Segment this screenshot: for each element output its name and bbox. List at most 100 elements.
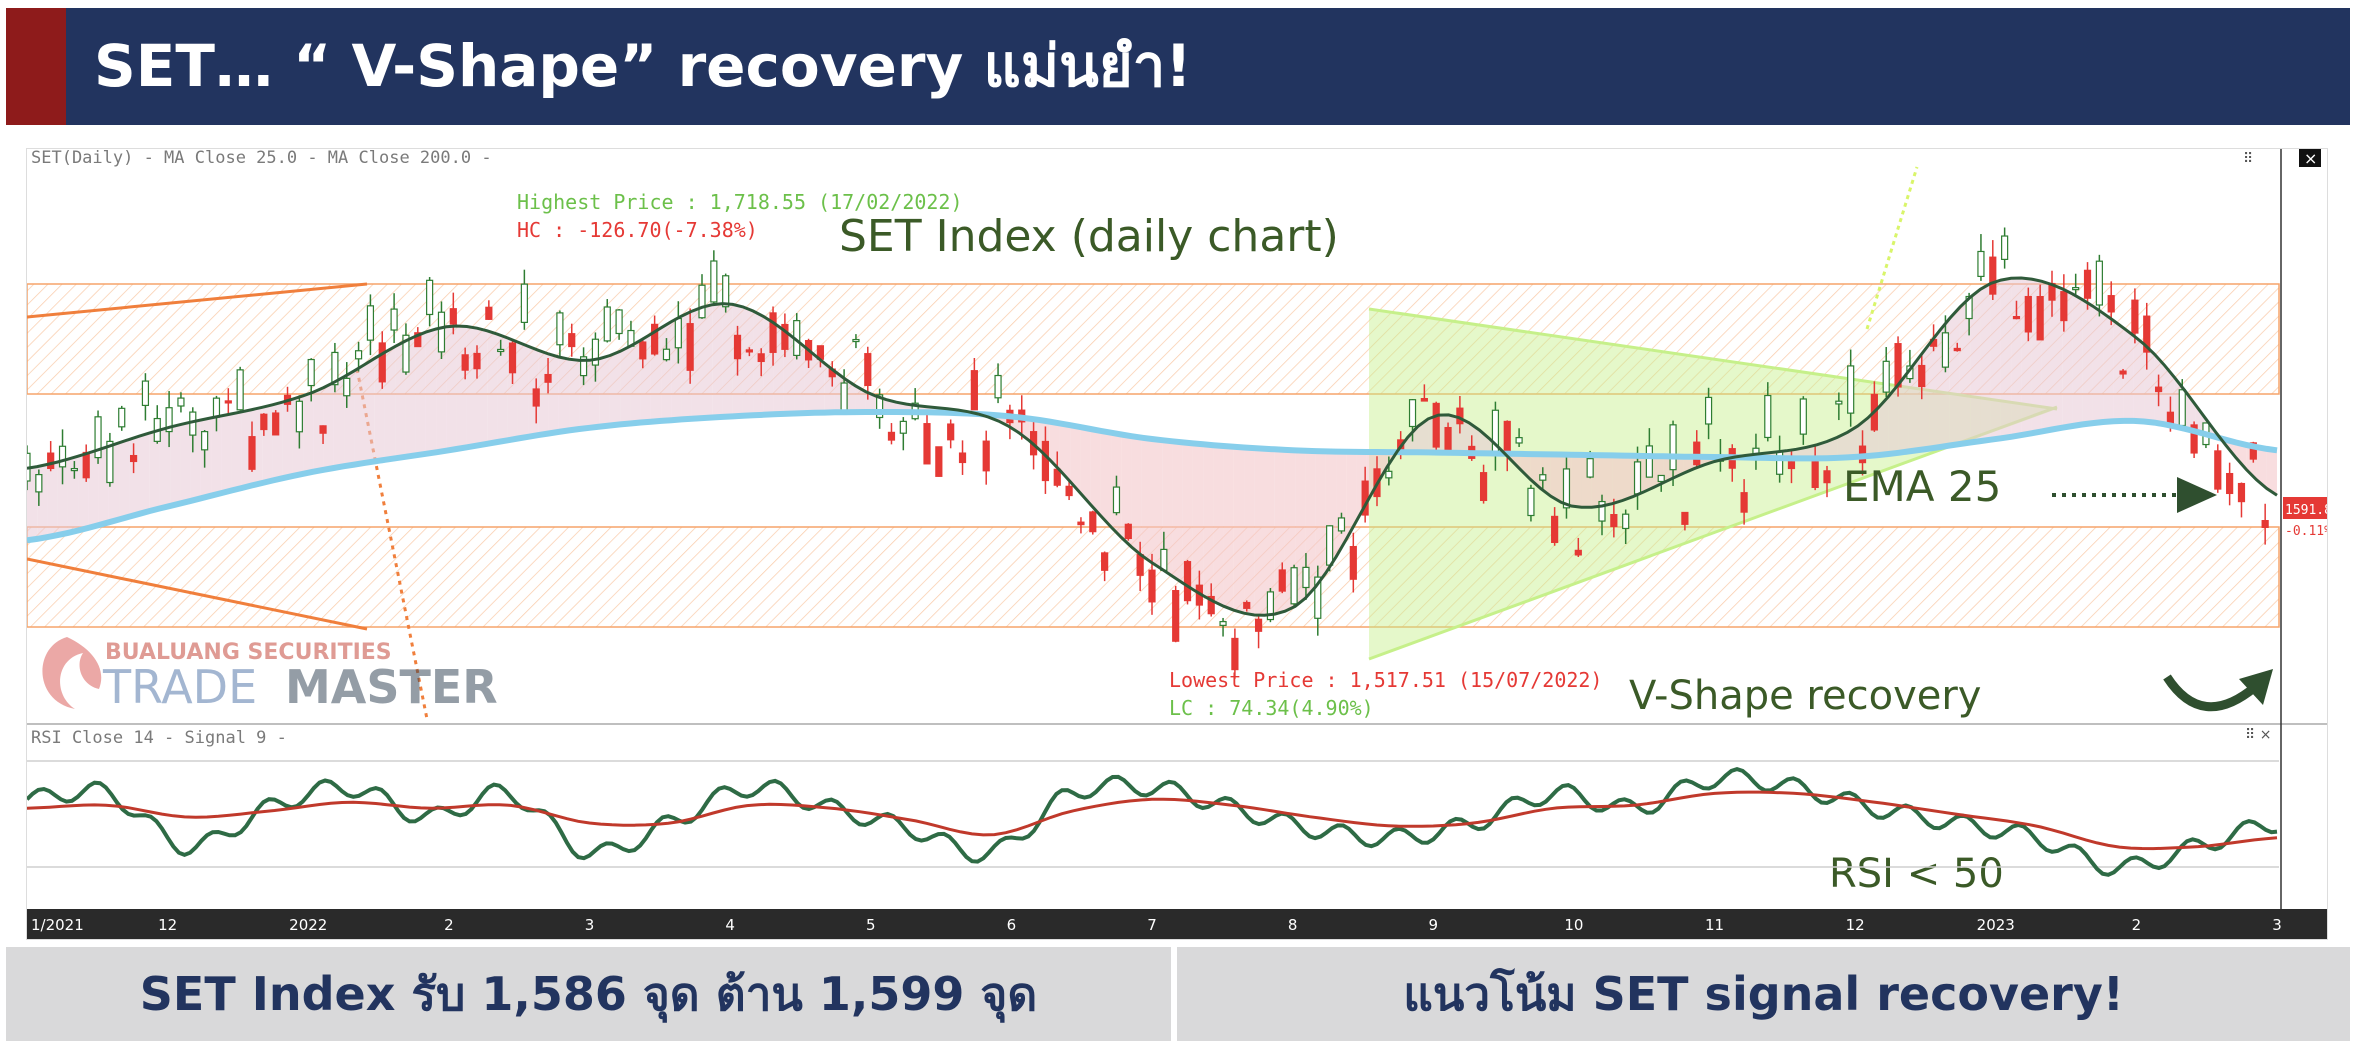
candle-body [1266, 591, 1275, 621]
candle-body [1101, 552, 1109, 571]
candle-body [568, 333, 576, 348]
candle-body [745, 349, 753, 353]
rsi-close-icon[interactable]: ⠿ × [2245, 727, 2271, 743]
candle-body [2249, 442, 2257, 460]
resize-chart-icon[interactable]: ⠿ [2243, 151, 2253, 167]
candle-body [1337, 517, 1346, 532]
candle-body [1290, 567, 1298, 605]
candle-body [1681, 511, 1689, 525]
candle-body [1882, 360, 1890, 393]
ma-cloud-segment [1121, 434, 1132, 547]
candle-body [1823, 470, 1831, 484]
close-chart-icon[interactable] [2299, 149, 2321, 167]
candle-body [2119, 370, 2127, 375]
ma-cloud-segment [2133, 335, 2145, 422]
candle-body [82, 451, 90, 479]
candle-body [2107, 295, 2115, 313]
rsi-annotation: RSI < 50 [1829, 851, 2004, 897]
ma-cloud-segment [27, 466, 38, 541]
candle-body [1219, 621, 1227, 626]
candle-body [1527, 487, 1535, 517]
ma-cloud-segment [1080, 427, 1091, 505]
x-tick-label: 12 [1846, 916, 1865, 934]
candle-body [1254, 618, 1263, 632]
footer-divider [1171, 947, 1177, 1041]
candle-body [864, 353, 872, 387]
candle-body [2131, 299, 2139, 334]
candle-body [2001, 235, 2009, 260]
ma-cloud-segment [661, 321, 672, 421]
candle-body [1657, 474, 1665, 483]
ma-cloud-segment [1346, 451, 1357, 540]
candle-body [1243, 601, 1251, 609]
ma-cloud-segment [1980, 283, 1991, 442]
ma-cloud-segment [691, 307, 702, 419]
candle-body [1479, 472, 1488, 502]
watermark-line1: BUALUANG SECURITIES [105, 640, 392, 665]
ma-cloud-segment [538, 350, 549, 436]
candle-body [1574, 549, 1582, 556]
candle-body [1799, 398, 1807, 435]
ma-cloud-segment [2113, 320, 2124, 422]
candle-body [1432, 402, 1440, 448]
candle-body [1444, 426, 1452, 452]
candle-body [1610, 514, 1618, 528]
ma-cloud-segment [569, 359, 580, 431]
ma-cloud-segment [180, 422, 191, 504]
candle-body [2190, 424, 2198, 454]
ma-cloud-segment [149, 429, 160, 512]
candle-body [1539, 474, 1547, 481]
ma-cloud-segment [2236, 442, 2247, 470]
ma-cloud-segment [2062, 288, 2073, 428]
candle-body [579, 356, 588, 377]
ma-cloud-segment [599, 355, 610, 427]
candle-body [1740, 492, 1748, 513]
candle-body [1077, 521, 1085, 526]
candle-body [2072, 287, 2080, 291]
ma-cloud-segment [313, 387, 324, 472]
ma-cloud-segment [67, 456, 79, 533]
ma-cloud-segment [548, 353, 559, 434]
candle-body [1918, 364, 1926, 388]
candle-body [2083, 269, 2092, 299]
candle-body [958, 452, 967, 464]
candle-body [94, 416, 102, 459]
ma-cloud-segment [303, 392, 314, 474]
ma-cloud-segment [1315, 451, 1326, 587]
candle-body [698, 284, 706, 319]
x-tick-label: 12 [158, 916, 177, 934]
ema-annotation: EMA 25 [1843, 462, 2001, 511]
candle-body [1089, 511, 1097, 533]
ma-cloud-segment [1837, 432, 1848, 458]
candle-body [1136, 554, 1144, 576]
ma-cloud-segment [282, 399, 293, 479]
candle-body [2036, 295, 2044, 341]
ma-cloud-segment [620, 346, 631, 425]
wedge-lower-line [27, 557, 368, 631]
close-chart-glyph[interactable]: × [2304, 149, 2317, 168]
ma-cloud-segment [814, 355, 825, 413]
ma-cloud-segment [630, 340, 641, 424]
ma-cloud-segment [1550, 454, 1562, 503]
ma-cloud-segment [1141, 437, 1152, 563]
candle-body [1598, 500, 1606, 522]
ma-cloud-segment [436, 326, 447, 453]
candle-body [757, 353, 765, 363]
triangle-pattern [1369, 309, 2057, 659]
ma-cloud-segment [1970, 289, 1981, 443]
candle-body [2237, 482, 2246, 503]
rsi-signal-line [27, 790, 2278, 851]
highest-price-label: Highest Price : 1,718.55 (17/02/2022) [517, 190, 963, 214]
last-price-tag [2283, 497, 2327, 519]
x-tick-label: 2 [444, 916, 454, 934]
ma-cloud-segment [129, 436, 140, 517]
candle-body [248, 436, 256, 470]
candle-body [390, 308, 398, 331]
ma-cloud-segment [1070, 425, 1081, 494]
ma-cloud-segment [702, 304, 713, 419]
candle-body [1622, 513, 1630, 530]
ma-cloud-segment [1182, 442, 1193, 590]
ma-cloud-segment [753, 310, 764, 416]
candle-body [982, 440, 990, 472]
candle-body [449, 308, 457, 325]
